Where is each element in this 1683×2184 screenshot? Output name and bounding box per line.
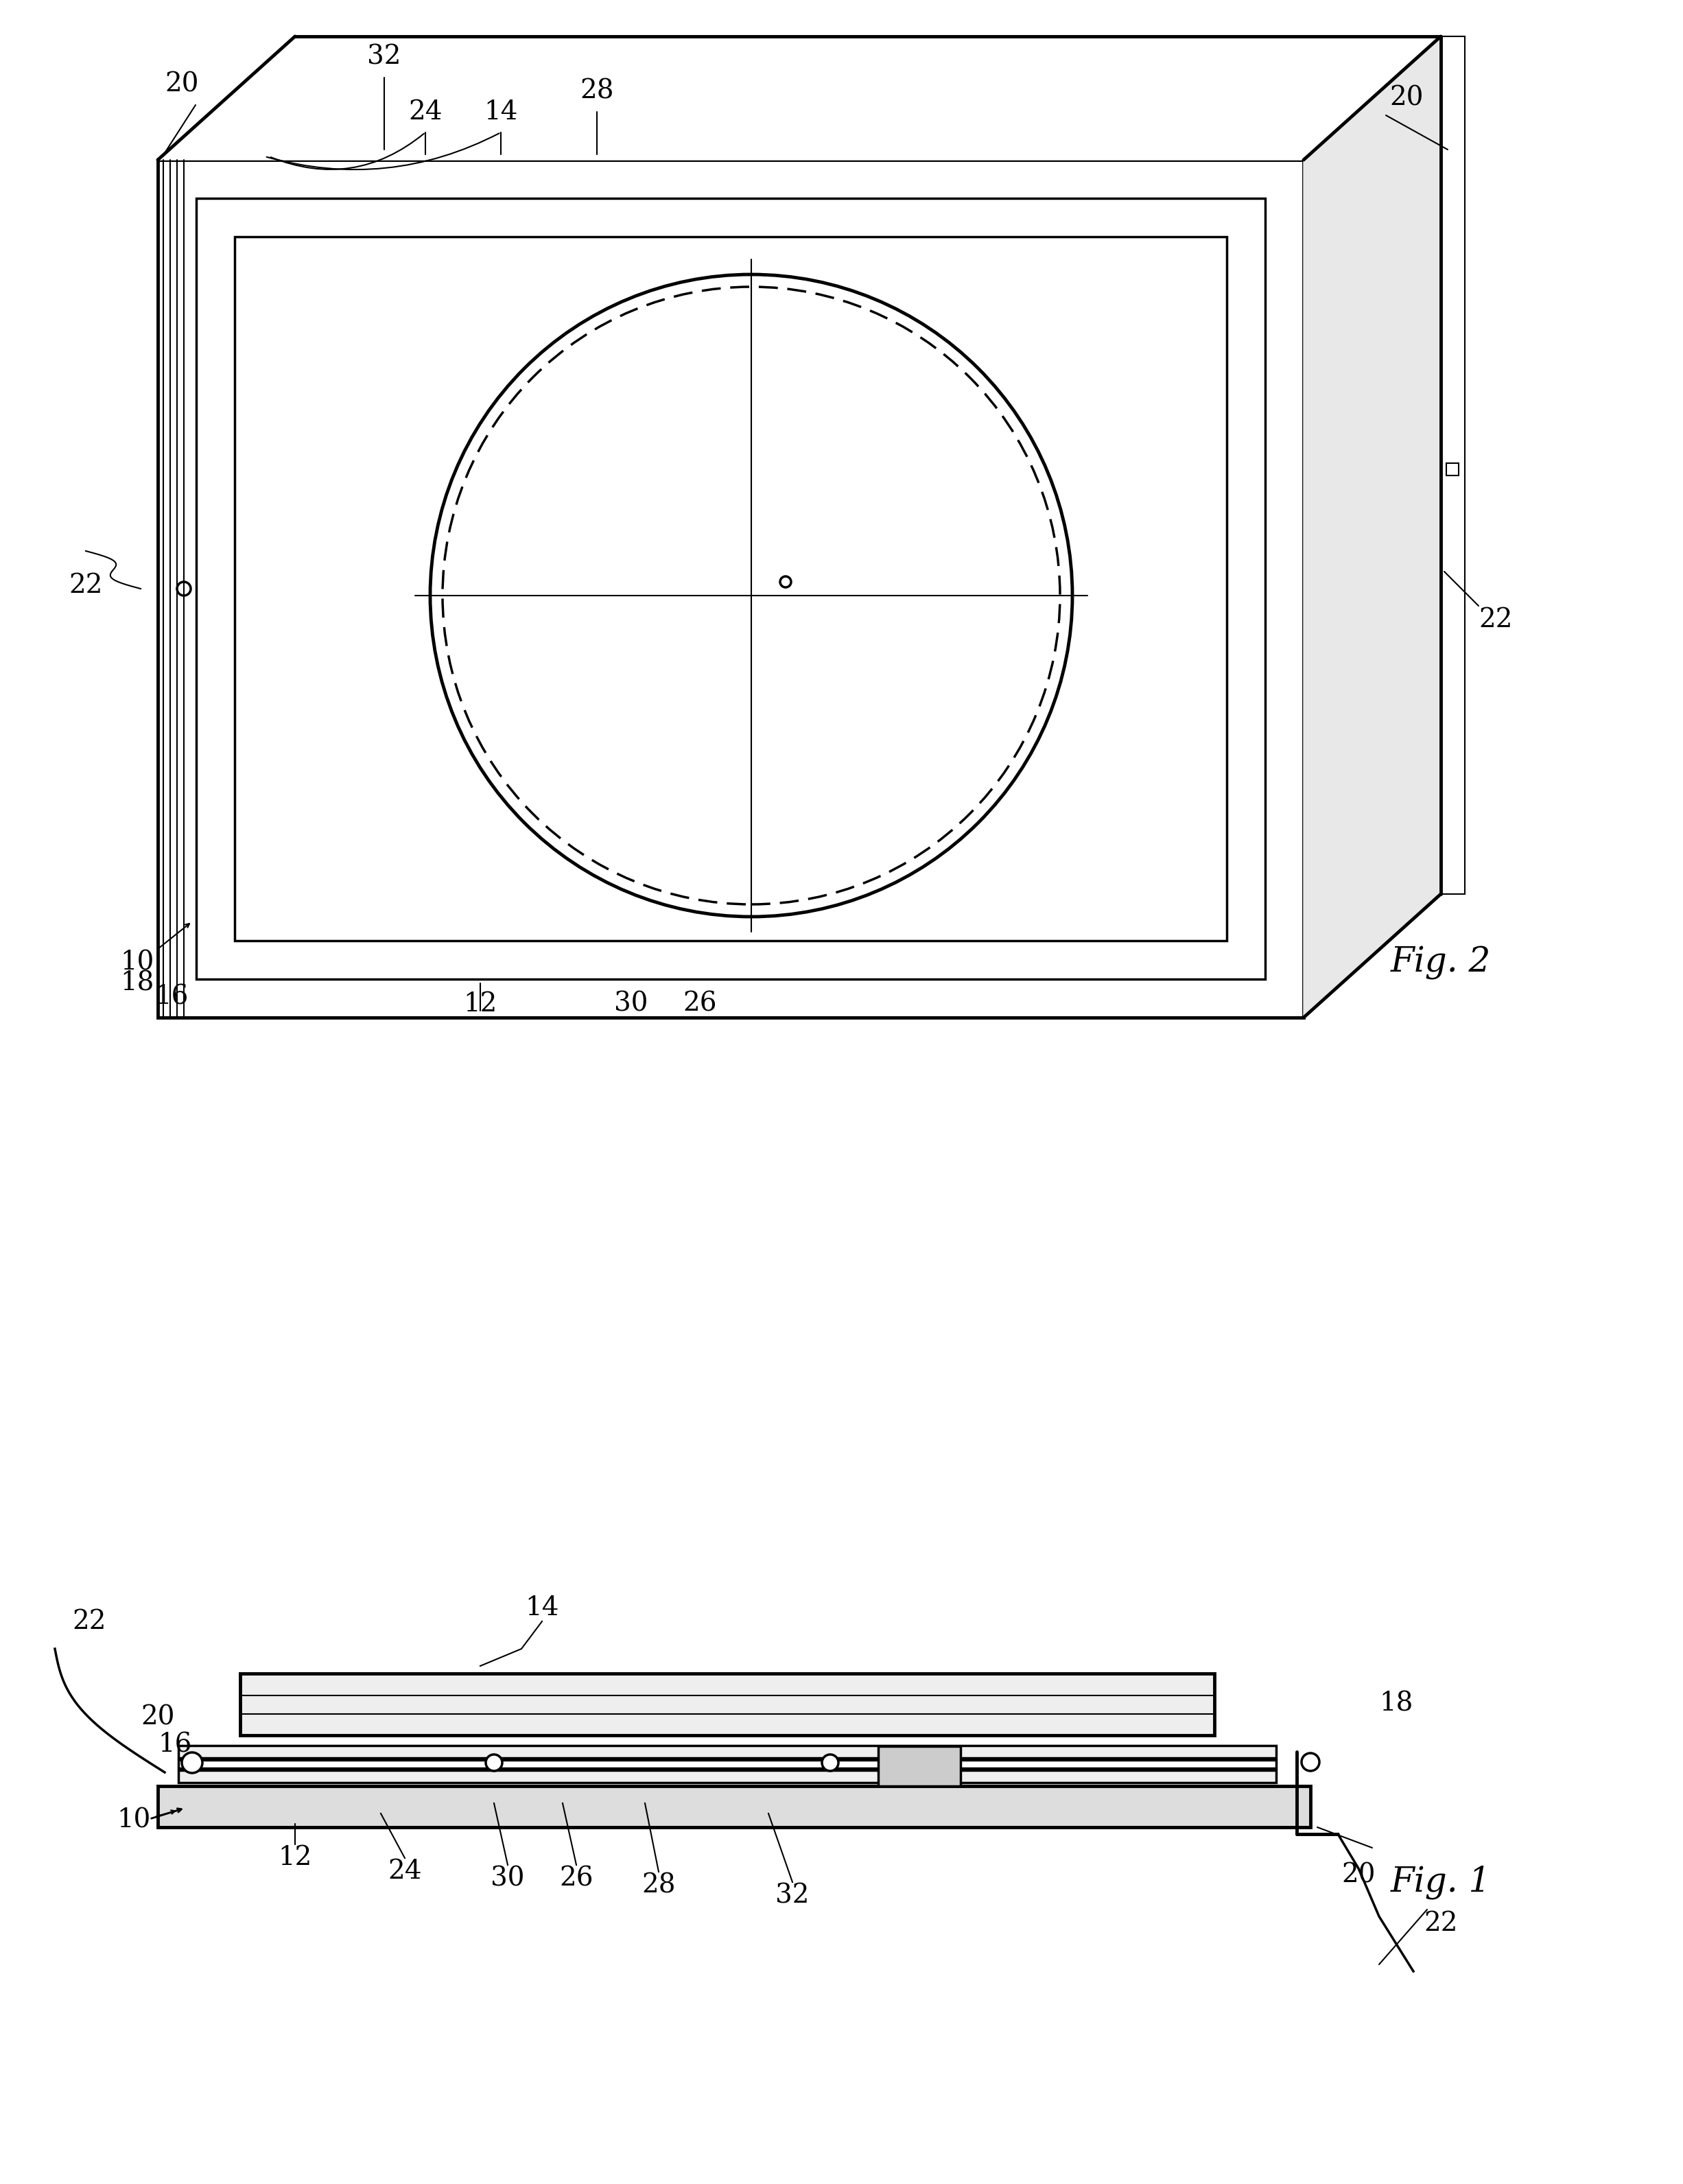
Text: 28: 28 [581,79,614,105]
Text: 16: 16 [158,1732,192,1758]
Bar [178,1771,1276,1782]
Bar [178,1745,1276,1758]
Text: 18: 18 [1380,1690,1414,1717]
Text: 22: 22 [1479,607,1513,633]
Bar [1446,463,1459,476]
Polygon shape [158,37,1441,159]
Bar [879,1747,961,1787]
Text: 30: 30 [491,1865,525,1891]
Text: 30: 30 [614,992,648,1016]
Text: 20: 20 [165,72,199,96]
Text: 10: 10 [116,1808,151,1832]
Bar [197,199,1266,978]
Circle shape [1301,1754,1319,1771]
Text: 22: 22 [1424,1911,1457,1935]
Bar [1441,37,1464,893]
Text: 10: 10 [119,950,155,976]
Text: 14: 14 [525,1594,559,1621]
Bar [158,1787,1311,1828]
Text: 20: 20 [1341,1863,1375,1887]
Text: 24: 24 [409,98,443,124]
Text: 26: 26 [559,1865,594,1891]
Text: 28: 28 [641,1874,675,1898]
Text: 22: 22 [72,1610,106,1634]
Text: 24: 24 [387,1859,422,1885]
Text: 20: 20 [1390,85,1424,111]
Text: 20: 20 [141,1706,175,1730]
Text: 14: 14 [485,98,518,124]
Circle shape [821,1754,838,1771]
Text: 22: 22 [69,572,103,598]
Bar [241,1673,1215,1736]
Text: 16: 16 [155,985,188,1009]
Text: 32: 32 [367,44,401,70]
Circle shape [182,1752,202,1773]
Circle shape [486,1754,502,1771]
Polygon shape [1304,37,1441,1018]
Bar [158,159,1304,1018]
Text: 18: 18 [119,970,155,996]
Text: 32: 32 [776,1883,810,1909]
Bar [178,1760,1276,1769]
Text: Fig. 2: Fig. 2 [1390,946,1491,981]
Text: 12: 12 [463,992,496,1016]
Bar [234,236,1227,941]
Text: Fig. 1: Fig. 1 [1390,1865,1491,1900]
Text: 12: 12 [278,1845,311,1872]
Text: 26: 26 [683,992,717,1016]
